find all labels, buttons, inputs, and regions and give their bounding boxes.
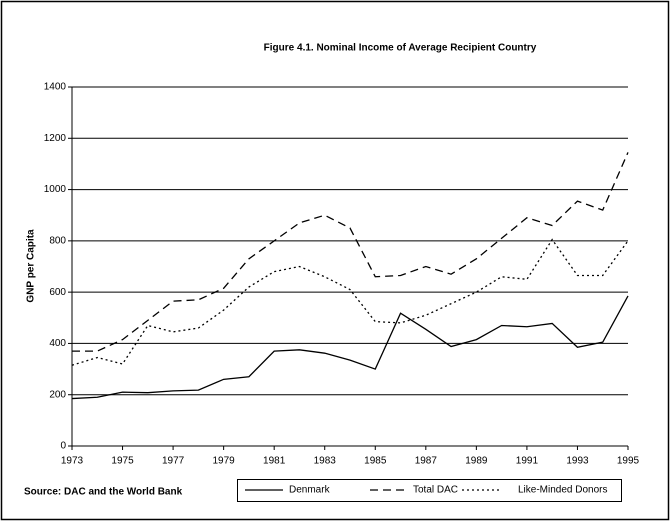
y-tick-label: 1000	[44, 184, 67, 195]
source-note: Source: DAC and the World Bank	[24, 487, 183, 498]
y-axis-label: GNP per Capita	[26, 229, 37, 303]
series-line	[71, 238, 629, 366]
legend-label: Like-Minded Donors	[518, 485, 608, 496]
x-tick-label: 1975	[111, 456, 134, 467]
legend-label: Total DAC	[413, 485, 458, 496]
x-tick-label: 1985	[364, 456, 387, 467]
y-tick-label: 400	[49, 338, 66, 349]
y-tick-label: 0	[60, 441, 66, 452]
y-tick-label: 1400	[44, 82, 67, 93]
x-tick-label: 1973	[61, 456, 84, 467]
x-tick-label: 1993	[566, 456, 589, 467]
x-tick-label: 1995	[617, 456, 640, 467]
x-tick-label: 1983	[314, 456, 337, 467]
y-tick-label: 200	[49, 389, 66, 400]
series-line	[71, 295, 629, 400]
x-tick-label: 1991	[516, 456, 539, 467]
x-tick-label: 1977	[162, 456, 185, 467]
x-tick-label: 1989	[465, 456, 488, 467]
x-tick-label: 1979	[213, 456, 236, 467]
y-tick-label: 800	[49, 235, 66, 246]
y-tick-label: 1200	[44, 133, 67, 144]
legend-box	[237, 479, 622, 502]
x-tick-label: 1987	[415, 456, 438, 467]
chart-title: Figure 4.1. Nominal Income of Average Re…	[264, 43, 537, 54]
x-tick-label: 1981	[263, 456, 286, 467]
y-tick-label: 600	[49, 287, 66, 298]
legend-label: Denmark	[289, 485, 331, 496]
series-line	[72, 152, 629, 352]
